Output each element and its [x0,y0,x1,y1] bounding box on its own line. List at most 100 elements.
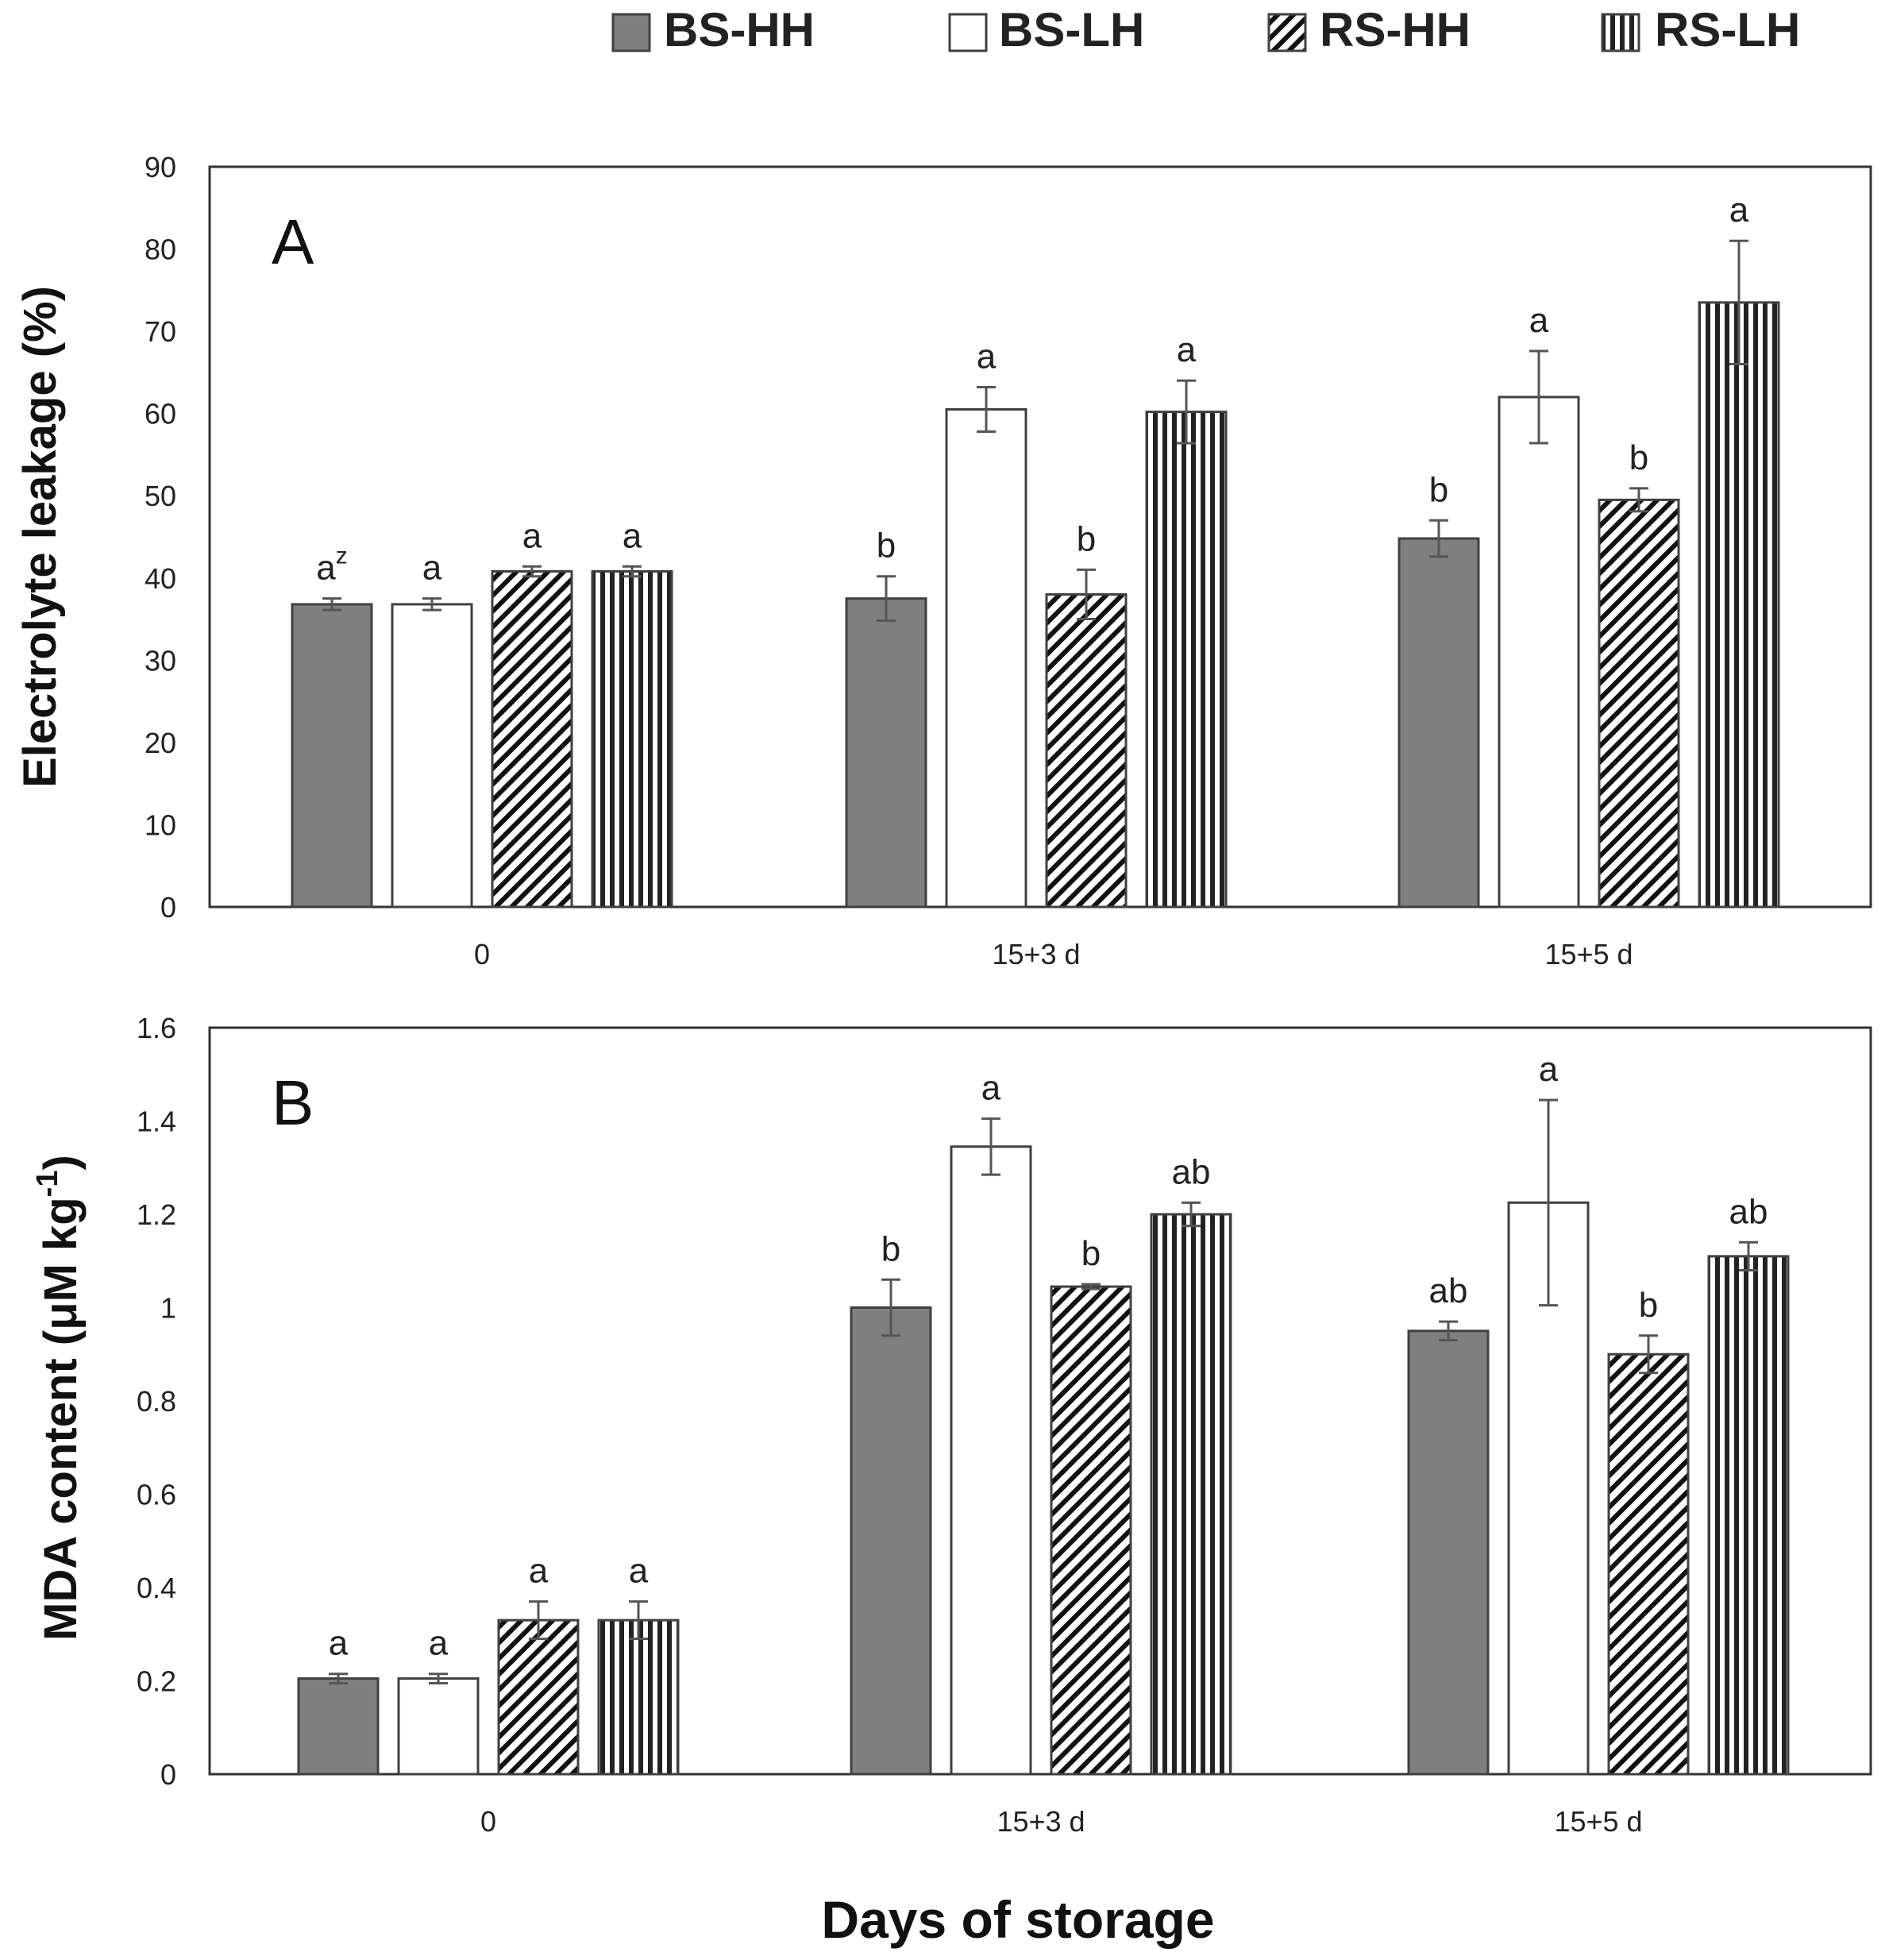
legend-swatch-bs-hh [611,13,651,52]
legend-label-rs-lh: RS-LH [1655,3,1800,56]
panel-a-bars: az b b a a a a b b a a a [291,191,1780,909]
x-tick-label-0: 0 [474,938,490,970]
panel-a-letter: A [272,206,314,277]
y-tick-label: 70 [145,315,176,348]
legend-item-rs-hh: RS-HH [1267,3,1471,56]
error-bar [1077,568,1096,621]
bar-rs-lh-15-5-d [1707,1255,1790,1776]
x-tick-label-15-3-d: 15+3 d [997,1805,1085,1838]
legend-swatch-rs-lh [1601,13,1640,52]
bar-rs-lh-15-3-d [1150,1213,1232,1776]
y-tick-label: 0.4 [137,1572,176,1604]
legend-item-rs-lh: RS-LH [1601,3,1800,56]
error-bar [1729,239,1748,366]
significance-letter: a [1529,301,1549,340]
bar-rs-hh-15-5-d [1607,1352,1690,1776]
error-bar [429,1673,448,1684]
error-bar [1081,1283,1101,1291]
bar-bs-lh-0 [397,1677,480,1776]
y-tick-label: 20 [145,727,176,759]
significance-letter: a [529,1552,549,1591]
panel-b-ylabel-end: ) [35,1155,87,1170]
significance-letter: a [981,1069,1001,1108]
legend-label-rs-hh: RS-HH [1320,3,1471,56]
bar-bs-hh-15-5-d [1407,1329,1490,1776]
legend-label-bs-lh: BS-LH [999,3,1144,56]
y-tick-label: 80 [145,233,176,266]
y-tick-label: 1.4 [137,1105,176,1138]
error-bar [1739,1240,1758,1271]
x-tick-label-15-5-d: 15+5 d [1554,1805,1642,1838]
significance-superscript: z [336,543,348,569]
bar-rs-hh-15-3-d [1045,592,1128,909]
bar-rs-hh-0 [497,1619,580,1776]
error-bar [1177,379,1196,445]
y-tick-label: 0 [160,891,176,924]
bar-rs-lh-0 [597,1619,680,1776]
significance-letter: ab [1429,1271,1468,1310]
bar-rs-lh-15-5-d [1698,301,1780,909]
panel-a-categories: 0 15+3 d 15+5 d [474,938,1633,970]
significance-letter: a [623,516,642,555]
bar-rs-lh-15-3-d [1145,411,1228,909]
error-bar [322,597,341,612]
bar-bs-hh-0 [291,603,373,909]
significance-letter: b [877,527,896,565]
error-bar [522,565,542,578]
significance-letter: b [1639,1286,1658,1325]
bar-bs-hh-15-3-d [845,597,927,909]
significance-letter: az [316,543,347,588]
significance-letter: a [522,516,542,555]
significance-letter: a [422,549,442,588]
legend-item-bs-lh: BS-LH [948,3,1144,56]
bar-bs-lh-0 [391,603,473,909]
legend-label-bs-hh: BS-HH [664,3,815,56]
significance-letter: a [329,1624,349,1663]
y-tick-label: 40 [145,562,176,595]
y-tick-label: 0.6 [137,1479,176,1511]
significance-letter: b [1429,470,1448,509]
panel-b-ylabel: MDA content (μM kg-1) [31,1155,87,1641]
error-bar [1182,1201,1201,1228]
error-bar [1629,487,1648,513]
significance-letter: a [429,1624,449,1663]
legend-swatch-bs-lh [948,13,988,52]
error-bar [422,597,441,612]
y-tick-label: 30 [145,644,176,677]
y-tick-label: 0.8 [137,1385,176,1418]
bar-bs-lh-15-5-d [1498,395,1580,909]
error-bar [1639,1334,1658,1375]
y-tick-label: 1.2 [137,1198,176,1231]
significance-letter: b [1077,519,1096,558]
panel-a-yticks: 0 10 20 30 40 50 60 70 80 90 [145,151,176,924]
bar-rs-hh-15-3-d [1050,1285,1132,1776]
significance-letter: a [1539,1050,1559,1089]
significance-letter: a [1177,330,1197,369]
panel-b-letter: B [272,1067,314,1138]
panel-b: B MDA content (μM kg-1) 0 0.2 0.4 0.6 0.8 1 1.… [31,1012,1872,1838]
error-bar [881,1278,900,1337]
significance-letter: a [629,1552,649,1591]
bar-bs-lh-15-3-d [945,407,1027,909]
error-bar [981,1117,1000,1176]
x-tick-label-15-3-d: 15+3 d [992,938,1080,970]
error-bar [977,386,996,433]
error-bar [329,1673,348,1684]
significance-letter: b [881,1229,900,1268]
panel-b-frame [208,1026,1872,1776]
legend-item-bs-hh: BS-HH [611,3,815,56]
bar-rs-lh-0 [591,569,673,909]
error-bar [1529,349,1548,445]
bar-bs-lh-15-3-d [950,1145,1032,1776]
y-tick-label: 50 [145,480,176,512]
error-bar [1539,1098,1558,1307]
y-tick-label: 10 [145,808,176,841]
significance-letter: b [1081,1234,1101,1273]
bar-rs-hh-0 [491,569,573,909]
error-bar [629,1600,648,1641]
x-tick-label-0: 0 [480,1805,496,1838]
panel-a-frame [208,165,1872,909]
panel-a: A Electrolyte leakage (%) 0 10 20 30 40 50 60 7… [14,151,1872,970]
